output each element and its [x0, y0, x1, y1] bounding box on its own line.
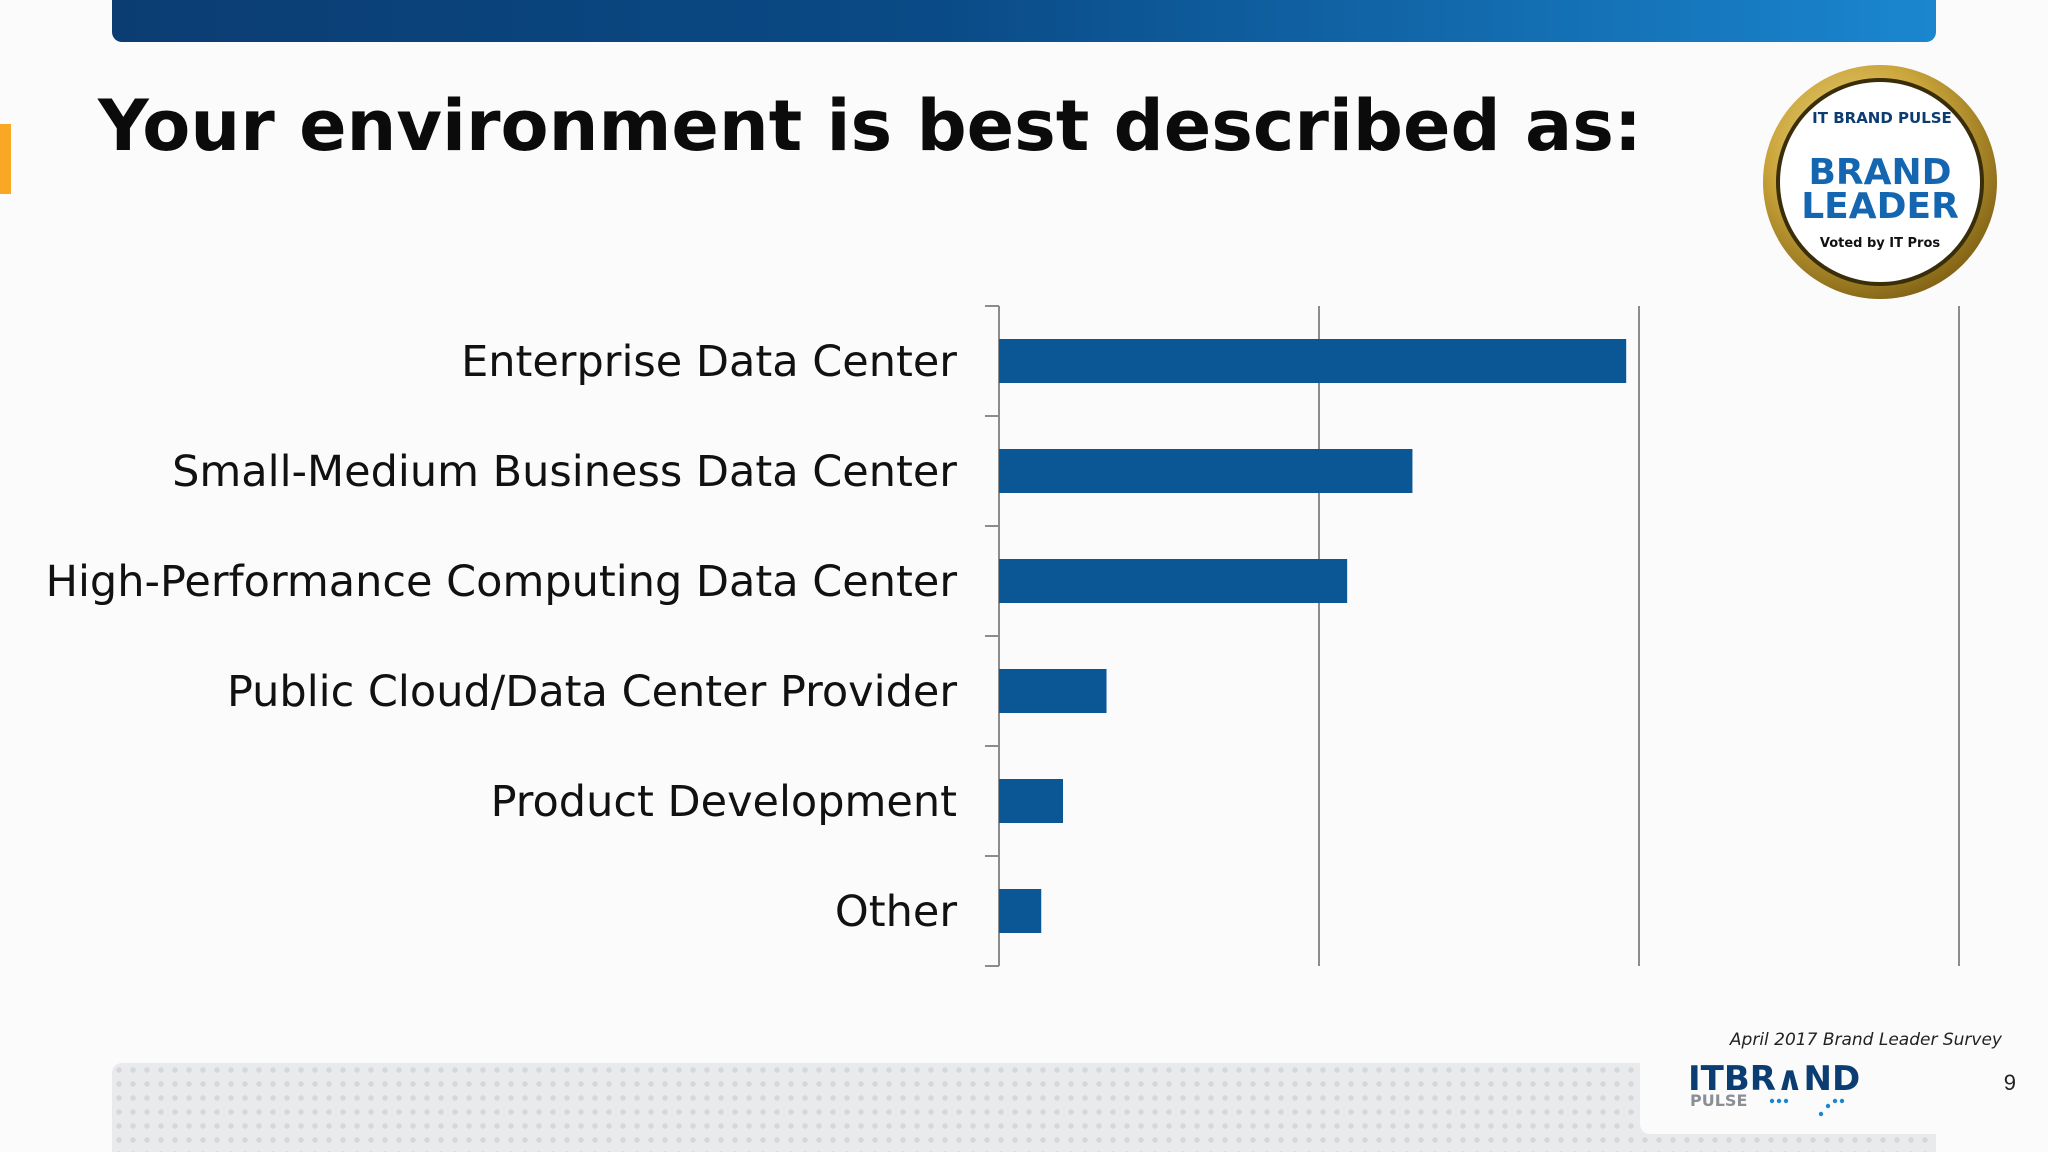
chart-bars [999, 339, 1627, 933]
badge-top-text: IT BRAND PULSE [1812, 109, 1952, 127]
pulse-dot [1825, 1103, 1831, 1109]
bar [999, 559, 1348, 603]
category-label: Small-Medium Business Data Center [172, 447, 957, 497]
header-banner [112, 0, 1936, 42]
survey-note: April 2017 Brand Leader Survey [1729, 1030, 2002, 1050]
bar-chart: Enterprise Data Center Small-Medium Busin… [46, 305, 1960, 967]
badge-bottom-text: Voted by IT Pros [1820, 236, 1941, 251]
category-label: Product Development [491, 777, 957, 827]
category-label: Enterprise Data Center [461, 337, 957, 387]
category-label: Public Cloud/Data Center Provider [227, 667, 957, 717]
badge-face [1780, 82, 1980, 282]
badge-main-line2: LEADER [1801, 186, 1959, 227]
brand-leader-badge: IT BRAND PULSE BRAND LEADER Voted by IT … [1763, 65, 1997, 299]
bar [999, 779, 1063, 823]
pulse-dot [1832, 1098, 1838, 1104]
footer-logo-panel [1640, 1056, 1938, 1134]
bar [999, 339, 1627, 383]
category-label: High-Performance Computing Data Center [46, 557, 958, 607]
pulse-dot [1776, 1098, 1782, 1104]
footer-bar [112, 1063, 1936, 1152]
pulse-dot [1783, 1098, 1789, 1104]
badge-main-line1: BRAND [1808, 152, 1951, 193]
chart-axis [985, 305, 1000, 967]
chart-gridlines [1318, 306, 1960, 966]
footer-logo-line1: ITBR∧ND [1688, 1059, 1860, 1099]
chart-category-labels: Enterprise Data Center Small-Medium Busin… [46, 337, 958, 937]
footer-logo-line2: PULSE [1690, 1091, 1747, 1110]
slide-title: Your environment is best described as: [98, 85, 1642, 167]
page-number: 9 [2003, 1070, 2016, 1095]
accent-tab [0, 124, 11, 194]
itbrand-pulse-logo: ITBR∧ND PULSE [1688, 1059, 1860, 1117]
pulse-dot [1839, 1098, 1845, 1104]
bar [999, 449, 1413, 493]
category-label: Other [835, 887, 957, 937]
pulse-dot [1818, 1111, 1824, 1117]
bar [999, 669, 1107, 713]
pulse-dot [1769, 1098, 1775, 1104]
bar [999, 889, 1042, 933]
